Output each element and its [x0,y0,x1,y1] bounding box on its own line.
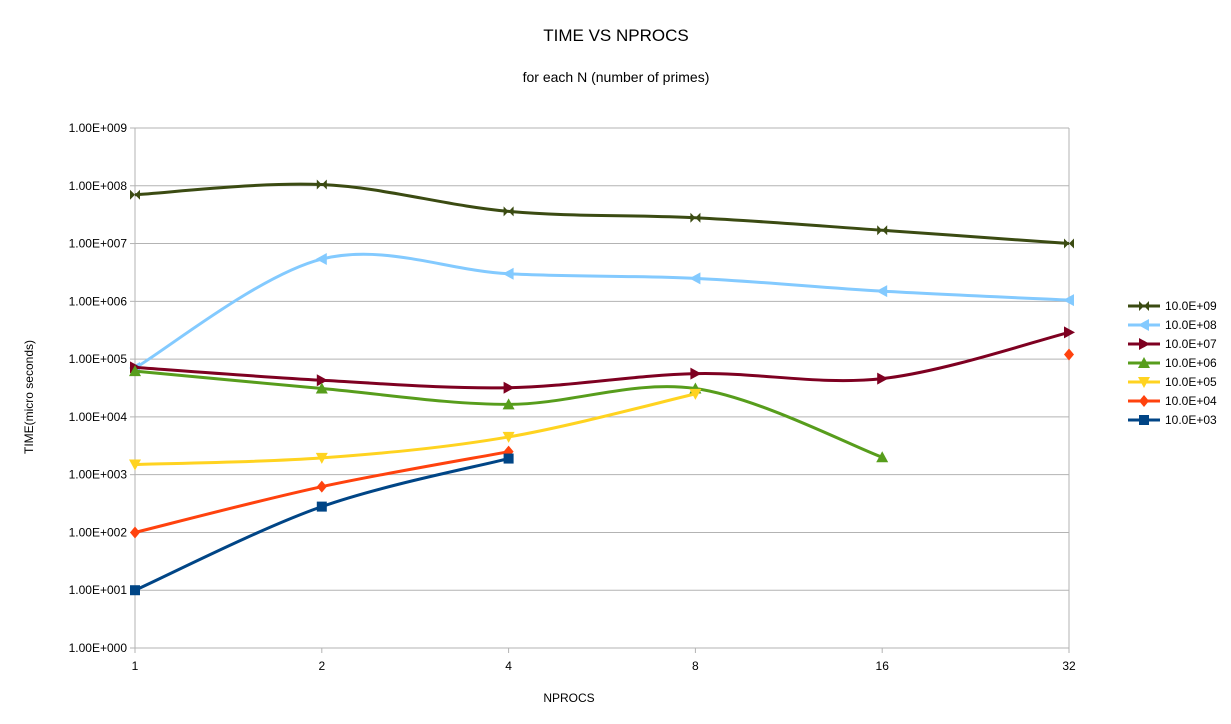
y-tick-label: 1.00E+009 [69,121,128,135]
series-line [134,457,509,592]
data-point [129,459,141,471]
legend-swatch-marker [1139,301,1149,311]
legend-item: 10.0E+06 [1128,356,1217,370]
series-layer [129,179,1075,596]
chart-subtitle: for each N (number of primes) [523,69,710,85]
x-tick-label: 4 [505,659,512,673]
legend: 10.0E+09 10.0E+08 10.0E+07 10.0E+06 10.0E+05… [1128,299,1217,427]
data-point [502,267,514,280]
data-point [129,365,141,377]
x-axis-label: NPROCS [543,691,594,705]
y-tick-label: 1.00E+003 [69,468,128,482]
data-point [502,398,515,410]
legend-label: 10.0E+04 [1165,394,1217,408]
legend-item: 10.0E+08 [1128,318,1217,332]
y-tick-label: 1.00E+002 [69,525,128,539]
legend-item: 10.0E+04 [1128,394,1217,408]
y-tick-label: 1.00E+007 [69,237,128,251]
series-4 [129,388,702,471]
data-point [1063,294,1074,307]
legend-item: 10.0E+07 [1128,337,1217,351]
data-point [1064,348,1074,361]
legend-label: 10.0E+09 [1165,299,1217,313]
data-point [316,501,327,512]
x-tick-label: 2 [318,659,325,673]
legend-swatch-marker [1139,395,1149,407]
data-point [503,381,515,394]
series-line [134,369,883,459]
legend-label: 10.0E+05 [1165,375,1217,389]
legend-swatch-marker [1138,319,1149,331]
y-tick-label: 1.00E+006 [69,294,128,308]
legend-swatch-marker [1139,338,1150,350]
data-point [503,453,514,464]
data-point [876,285,888,298]
y-tick-label: 1.00E+008 [69,179,128,193]
x-axis-ticks: 1 2 4 8 16 32 [132,648,1076,673]
y-tick-label: 1.00E+000 [69,641,128,655]
data-point [130,526,140,539]
data-point [877,372,889,385]
series-line [134,330,1070,390]
series-6 [130,453,514,596]
legend-item: 10.0E+05 [1128,375,1217,389]
data-point [315,253,327,266]
legend-label: 10.0E+07 [1165,337,1217,351]
data-point [689,388,702,400]
data-point [502,431,515,443]
data-point [316,480,327,493]
y-tick-label: 1.00E+001 [69,583,128,597]
x-tick-label: 1 [132,659,139,673]
legend-swatch-marker [1139,415,1149,425]
data-point [1064,326,1075,339]
data-point [315,452,328,464]
y-tick-label: 1.00E+004 [69,410,128,424]
data-point [130,189,140,200]
y-tick-label: 1.00E+005 [69,352,128,366]
data-point [690,367,702,380]
data-point [503,206,514,217]
x-tick-label: 16 [876,659,890,673]
legend-item: 10.0E+03 [1128,413,1217,427]
series-line [134,182,1070,246]
legend-label: 10.0E+08 [1165,318,1217,332]
data-point [689,272,701,285]
data-point [690,212,701,223]
data-point [130,585,140,596]
series-1 [129,252,1074,375]
data-point [1064,238,1074,249]
legend-swatch-marker [1138,357,1150,368]
legend-item: 10.0E+09 [1128,299,1217,313]
y-axis-ticks: 1.00E+000 1.00E+001 1.00E+002 1.00E+003 1.00… [69,121,135,655]
data-point [316,374,328,387]
x-tick-label: 8 [692,659,699,673]
series-line [134,392,696,466]
legend-label: 10.0E+03 [1165,413,1217,427]
chart-title: TIME VS NPROCS [543,26,688,45]
plot-grid [134,127,1070,649]
data-point [316,179,327,190]
legend-swatch-marker [1138,377,1150,388]
series-line [134,252,1070,370]
x-tick-label: 32 [1062,659,1076,673]
data-point [876,451,889,463]
series-0 [130,179,1074,249]
y-axis-label: TIME(micro seconds) [22,340,36,454]
data-point [877,225,888,236]
data-point [315,382,328,394]
legend-label: 10.0E+06 [1165,356,1217,370]
